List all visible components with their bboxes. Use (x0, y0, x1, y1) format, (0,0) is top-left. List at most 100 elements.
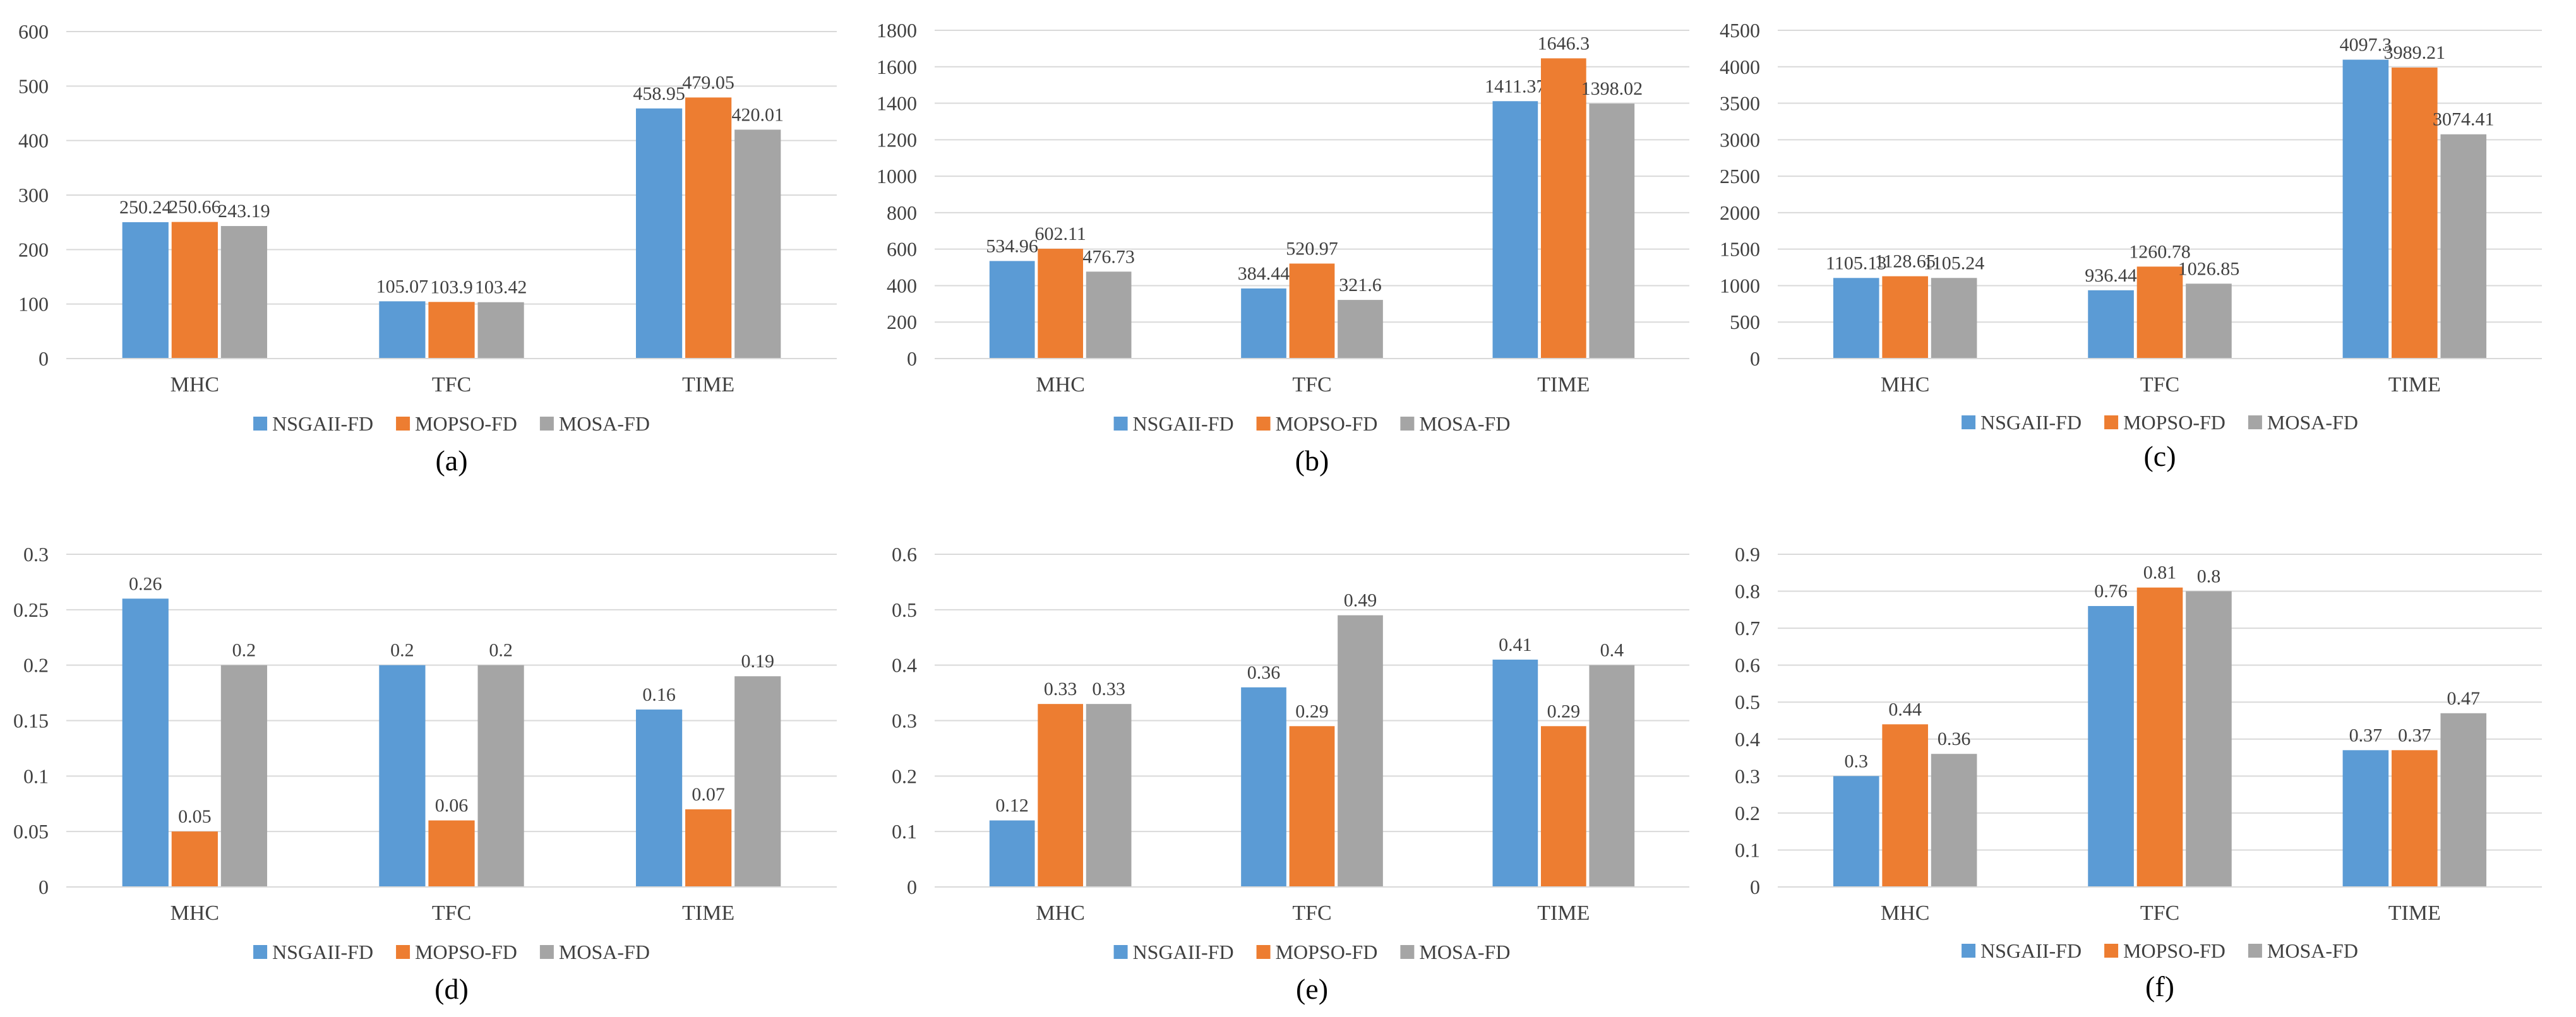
y-tick-label: 0.3 (23, 543, 49, 566)
legend-label: NSGAII-FD (272, 941, 373, 963)
bar (2392, 68, 2438, 359)
bar (477, 302, 524, 359)
y-tick-label: 0.2 (1735, 802, 1760, 824)
bar (2136, 587, 2183, 887)
legend-label: MOPSO-FD (1276, 941, 1378, 963)
data-label: 0.05 (178, 806, 212, 827)
legend-label: NSGAII-FD (272, 412, 373, 435)
bar (428, 302, 475, 359)
data-label: 1105.24 (1924, 253, 1984, 273)
y-tick-label: 4500 (1720, 19, 1760, 42)
data-label: 0.33 (1092, 679, 1125, 699)
y-tick-label: 0.7 (1735, 617, 1760, 639)
data-label: 0.07 (692, 784, 725, 805)
category-label: MHC (1036, 901, 1084, 925)
bar (734, 676, 781, 887)
data-label: 0.16 (642, 684, 676, 705)
data-label: 250.66 (169, 197, 221, 218)
bar (122, 598, 169, 887)
data-label: 0.19 (741, 651, 774, 672)
category-label: MHC (171, 901, 219, 925)
y-tick-label: 0 (1750, 347, 1760, 370)
y-tick-label: 400 (887, 274, 917, 297)
legend-label: MOPSO-FD (2123, 411, 2226, 434)
data-label: 936.44 (2085, 265, 2137, 286)
legend-swatch (253, 417, 268, 431)
data-label: 4097.3 (2340, 35, 2392, 56)
bar (1589, 104, 1635, 359)
panel-caption: (c) (2143, 440, 2176, 472)
legend-swatch (539, 945, 554, 959)
y-tick-label: 2500 (1720, 165, 1760, 187)
legend-label: MOSA-FD (2267, 939, 2358, 962)
data-label: 1260.78 (2129, 241, 2191, 262)
bar (220, 665, 268, 887)
legend-swatch (1400, 417, 1415, 431)
category-label: TIME (2388, 901, 2441, 925)
bar (989, 261, 1035, 359)
data-label: 0.81 (2143, 562, 2177, 583)
bar (1338, 300, 1383, 359)
legend: NSGAII-FD MOPSO-FD MOSA-FD (1113, 941, 1510, 963)
legend-label: NSGAII-FD (1133, 412, 1234, 435)
legend-label: MOSA-FD (559, 412, 650, 435)
legend-swatch (1962, 944, 1976, 958)
data-label: 1105.13 (1826, 253, 1886, 273)
y-tick-label: 0 (39, 876, 49, 898)
y-tick-label: 0.05 (13, 820, 49, 843)
y-tick-label: 1500 (1720, 238, 1760, 261)
data-label: 1411.37 (1485, 76, 1545, 97)
y-tick-label: 1400 (877, 92, 917, 115)
category-label: TFC (2140, 373, 2179, 396)
category-label: TIME (1537, 373, 1590, 396)
y-tick-label: 0.5 (1735, 691, 1760, 713)
y-tick-label: 0.2 (892, 764, 917, 787)
bar (1086, 704, 1132, 887)
data-label: 602.11 (1034, 223, 1086, 244)
legend-label: MOPSO-FD (1276, 412, 1378, 435)
y-tick-label: 1000 (1720, 274, 1760, 297)
bar (2342, 59, 2389, 359)
chart-b: 0 200 400 600 800 1000 1200 1400 1600 1800 534.966… (877, 19, 1689, 477)
data-label: 0.36 (1247, 662, 1281, 683)
data-label: 0.2 (489, 640, 513, 661)
y-tick-label: 1800 (877, 19, 917, 42)
data-label: 458.95 (633, 83, 685, 104)
legend: NSGAII-FD MOPSO-FD MOSA-FD (1113, 412, 1510, 435)
bar (1038, 249, 1084, 359)
legend-swatch (2104, 415, 2119, 429)
bar (1241, 687, 1286, 887)
data-label: 1128.65 (1874, 251, 1935, 272)
legend-label: MOSA-FD (1419, 412, 1510, 435)
y-tick-label: 0.8 (1735, 580, 1760, 603)
data-label: 0.06 (435, 795, 469, 816)
y-tick-label: 0 (907, 347, 917, 370)
bar (1540, 726, 1586, 887)
chart-f: 0 0.1 0.2 0.3 0.4 0.5 0.6 0.7 0.8 0.9 0.3 0.44 0.36 M… (1735, 543, 2542, 1002)
bar (1931, 278, 1977, 359)
bar (379, 665, 426, 887)
data-label: 0.2 (232, 640, 256, 661)
data-label: 105.07 (376, 276, 429, 297)
data-label: 0.33 (1044, 679, 1077, 699)
legend-label: NSGAII-FD (1980, 411, 2082, 434)
legend-swatch (396, 945, 410, 959)
y-tick-label: 100 (18, 293, 49, 316)
y-tick-label: 0.4 (1735, 728, 1760, 751)
y-tick-label: 300 (18, 184, 49, 206)
y-tick-label: 2000 (1720, 201, 1760, 224)
category-label: TFC (1292, 901, 1331, 925)
y-tick-label: 0.6 (892, 543, 917, 566)
bar (1289, 726, 1335, 887)
bar (2342, 750, 2389, 887)
data-label: 0.76 (2094, 581, 2128, 602)
data-label: 0.47 (2447, 688, 2481, 709)
y-tick-label: 0.1 (23, 764, 49, 787)
bar (1492, 101, 1538, 359)
category-label: MHC (171, 373, 219, 396)
bar (1540, 58, 1586, 359)
bar (1492, 659, 1538, 887)
y-tick-label: 0.3 (1735, 764, 1760, 787)
category-label: TFC (1292, 373, 1331, 396)
bar (685, 97, 732, 359)
